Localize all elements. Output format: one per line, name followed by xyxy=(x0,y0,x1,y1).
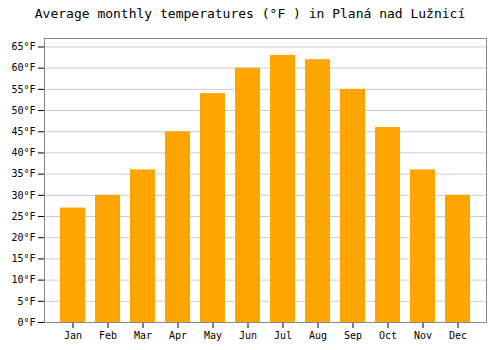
svg-text:45°F: 45°F xyxy=(11,126,35,137)
html-text:Average monthly temperatures (: Average monthly temperatures (°F ) in Pl… xyxy=(34,6,466,21)
svg-text:Nov: Nov xyxy=(414,330,432,341)
svg-text:Apr: Apr xyxy=(169,330,187,341)
svg-text:May: May xyxy=(204,330,222,341)
svg-text:20°F: 20°F xyxy=(11,232,35,243)
svg-text:0°F: 0°F xyxy=(17,317,35,328)
svg-text:Mar: Mar xyxy=(134,330,152,341)
svg-text:30°F: 30°F xyxy=(11,190,35,201)
svg-text:Jul: Jul xyxy=(274,330,292,341)
svg-text:35°F: 35°F xyxy=(11,168,35,179)
svg-text:25°F: 25°F xyxy=(11,211,35,222)
svg-text:55°F: 55°F xyxy=(11,84,35,95)
svg-text:Oct: Oct xyxy=(379,330,397,341)
svg-text:40°F: 40°F xyxy=(11,147,35,158)
svg-text:65°F: 65°F xyxy=(11,41,35,52)
svg-text:Dec: Dec xyxy=(449,330,467,341)
svg-text:Jun: Jun xyxy=(239,330,257,341)
svg-text:50°F: 50°F xyxy=(11,105,35,116)
svg-text:Sep: Sep xyxy=(344,330,362,341)
svg-text:10°F: 10°F xyxy=(11,274,35,285)
svg-text:Aug: Aug xyxy=(309,330,327,341)
svg-text:Feb: Feb xyxy=(99,330,117,341)
svg-text:60°F: 60°F xyxy=(11,62,35,73)
svg-text:15°F: 15°F xyxy=(11,253,35,264)
svg-text:5°F: 5°F xyxy=(17,296,35,307)
svg-text:Jan: Jan xyxy=(64,330,82,341)
